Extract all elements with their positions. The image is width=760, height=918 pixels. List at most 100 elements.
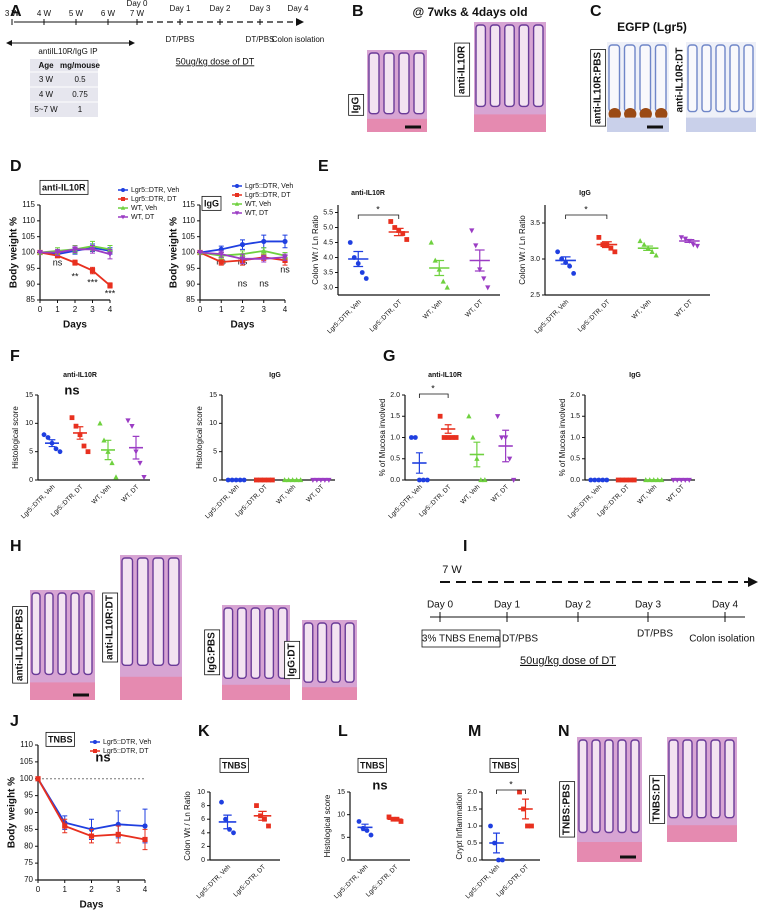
legend-label: Lgr5::DTR, Veh <box>245 183 293 190</box>
y-tick-label: 1.5 <box>467 806 477 813</box>
crypt <box>639 44 652 113</box>
y-axis-label: Body weight % <box>9 217 20 288</box>
x-tick-label: Lgr5::DTR, DT <box>365 864 400 899</box>
enema-box <box>421 629 501 648</box>
marker <box>281 477 288 483</box>
x-tick-label: 3 <box>90 305 95 314</box>
crypt <box>743 44 754 113</box>
sem-bar <box>502 429 510 463</box>
y-tick-label: 3.5 <box>530 220 540 227</box>
label: TNBS:DT <box>652 778 663 822</box>
annotation: * <box>431 383 435 393</box>
y-tick-label: 85 <box>26 295 35 304</box>
chart-title: IgG <box>579 190 591 197</box>
submucosa <box>577 842 642 862</box>
label: Day 4 <box>712 600 739 611</box>
y-tick-label: 100 <box>22 248 36 257</box>
sem-bar <box>493 832 500 854</box>
marker <box>481 276 487 282</box>
x-tick-label: WT, DT <box>490 484 510 504</box>
marker <box>113 474 119 480</box>
y-axis-label: % of Mucosa involved <box>558 399 567 477</box>
y-tick-label: 95 <box>26 263 35 272</box>
label: @ 7wks & 4days old <box>412 5 527 19</box>
marker <box>41 432 47 438</box>
crypt <box>710 739 721 819</box>
label: 7 W <box>130 9 145 18</box>
submucosa <box>607 117 669 132</box>
crypt <box>630 739 640 834</box>
y-axis-label: Crypt Inflammation <box>455 792 464 859</box>
marker <box>93 749 97 753</box>
panel-letter: D <box>10 158 22 175</box>
label: anti-IL10R <box>457 45 468 94</box>
crypt <box>591 739 601 834</box>
chart-title: IgG <box>204 198 219 208</box>
marker <box>35 776 41 782</box>
marker <box>694 243 701 249</box>
submucosa <box>302 687 357 700</box>
y-axis-label: Histological score <box>323 794 332 857</box>
table-cell: 0.75 <box>72 90 88 99</box>
marker <box>282 254 288 261</box>
sem-bar <box>104 439 112 461</box>
legend-label: WT, DT <box>245 210 269 217</box>
marker <box>235 184 239 188</box>
marker <box>363 276 369 281</box>
arrowhead <box>6 40 12 46</box>
y-tick-label: 3.0 <box>530 256 540 263</box>
submucosa <box>474 114 546 132</box>
x-tick-label: Lgr5::DTR, Veh <box>195 863 232 900</box>
marker <box>266 823 271 829</box>
crypt <box>330 622 341 683</box>
label-box <box>454 42 471 97</box>
y-tick-label: 15 <box>25 392 33 399</box>
chart-title: anti-IL10R <box>42 182 86 192</box>
marker <box>239 241 246 248</box>
annotation: ns <box>238 278 248 288</box>
label: anti-IL10R:PBS <box>15 609 26 682</box>
marker <box>219 799 224 805</box>
egfp-stain <box>608 108 621 120</box>
label-box <box>102 592 119 663</box>
marker <box>612 249 618 255</box>
marker <box>506 456 513 462</box>
marker <box>449 435 455 440</box>
x-tick-label: WT, Veh <box>631 298 653 320</box>
marker <box>596 235 602 240</box>
marker <box>241 477 247 483</box>
marker <box>107 282 113 289</box>
crypt <box>475 24 487 108</box>
sem-bar <box>474 249 485 272</box>
y-axis-label: Histological score <box>11 406 20 469</box>
marker <box>498 435 505 441</box>
chart-title: IgG <box>269 372 281 379</box>
sem-bar <box>643 245 654 251</box>
panel-letter: M <box>468 723 481 740</box>
sem-bar <box>76 426 84 440</box>
marker <box>473 243 479 249</box>
panel-letter: F <box>10 348 20 365</box>
sem-bar <box>415 452 423 474</box>
marker <box>517 789 522 795</box>
marker <box>297 477 304 483</box>
sem-bar <box>473 441 481 468</box>
submucosa <box>667 825 737 842</box>
marker <box>615 477 621 483</box>
table-cell: 3 W <box>39 75 54 84</box>
y-axis-label: Histological score <box>195 406 204 469</box>
marker <box>218 251 225 258</box>
annotation: ns <box>53 257 63 267</box>
annotation: ** <box>71 271 79 281</box>
x-tick-label: 4 <box>108 305 113 314</box>
table-cell: 4 W <box>39 90 54 99</box>
y-tick-label: 110 <box>20 740 33 749</box>
y-tick-label: 105 <box>22 232 36 241</box>
panel-letter: K <box>198 723 210 740</box>
chart-title: anti-IL10R <box>63 372 97 379</box>
panel-letter: C <box>590 3 602 20</box>
y-tick-label: 15 <box>337 789 345 796</box>
marker <box>260 247 267 254</box>
marker <box>223 816 228 822</box>
label: DT/PBS <box>502 634 538 645</box>
